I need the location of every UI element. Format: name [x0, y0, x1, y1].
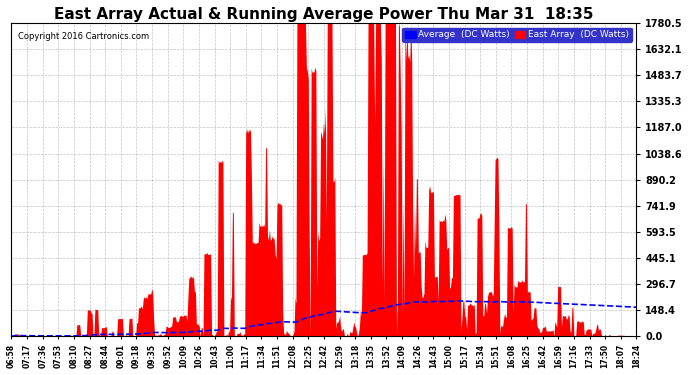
Text: Copyright 2016 Cartronics.com: Copyright 2016 Cartronics.com	[18, 33, 149, 42]
Title: East Array Actual & Running Average Power Thu Mar 31  18:35: East Array Actual & Running Average Powe…	[55, 7, 593, 22]
Legend: Average  (DC Watts), East Array  (DC Watts): Average (DC Watts), East Array (DC Watts…	[402, 28, 632, 42]
